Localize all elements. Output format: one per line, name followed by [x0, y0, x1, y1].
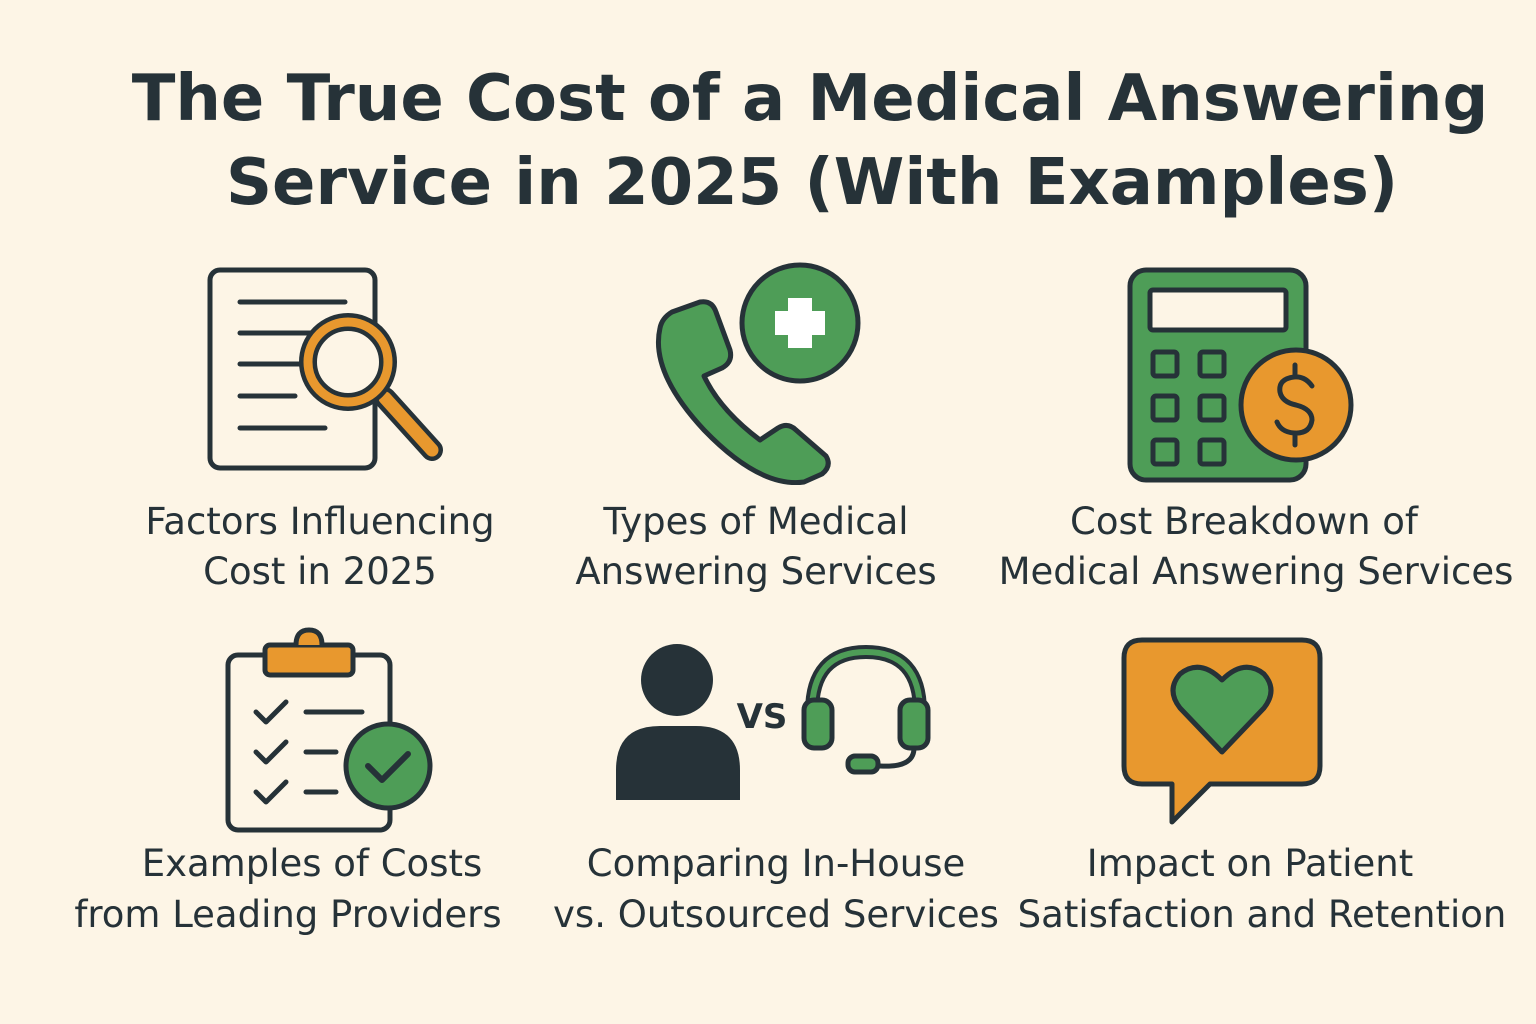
item-label: Factors Influencing: [145, 500, 494, 543]
document-icon: [207, 267, 443, 471]
item-label: Cost in 2025: [203, 550, 437, 593]
vs-text: VS: [737, 697, 788, 737]
phone-icon: [655, 262, 861, 486]
item-label: vs. Outsourced Services: [553, 893, 999, 936]
comparison-icon: VS: [616, 644, 931, 800]
item-label: Types of Medical: [602, 500, 908, 543]
title-line: Service in 2025 (With Examples): [226, 146, 1398, 220]
title-line: The True Cost of a Medical Answering: [132, 62, 1489, 136]
item-label: Satisfaction and Retention: [1018, 893, 1507, 936]
item-label: from Leading Providers: [74, 893, 501, 936]
item-label: Examples of Costs: [142, 842, 483, 885]
item-label: Comparing In-House: [587, 842, 966, 885]
item-label: Cost Breakdown of: [1070, 500, 1419, 543]
item-label: Impact on Patient: [1087, 842, 1413, 885]
item-label: Medical Answering Services: [999, 550, 1514, 593]
calculator-icon: [1127, 267, 1354, 483]
clipboard-icon: [225, 627, 433, 833]
item-label: Answering Services: [575, 550, 936, 593]
feedback-icon: [1121, 637, 1323, 825]
